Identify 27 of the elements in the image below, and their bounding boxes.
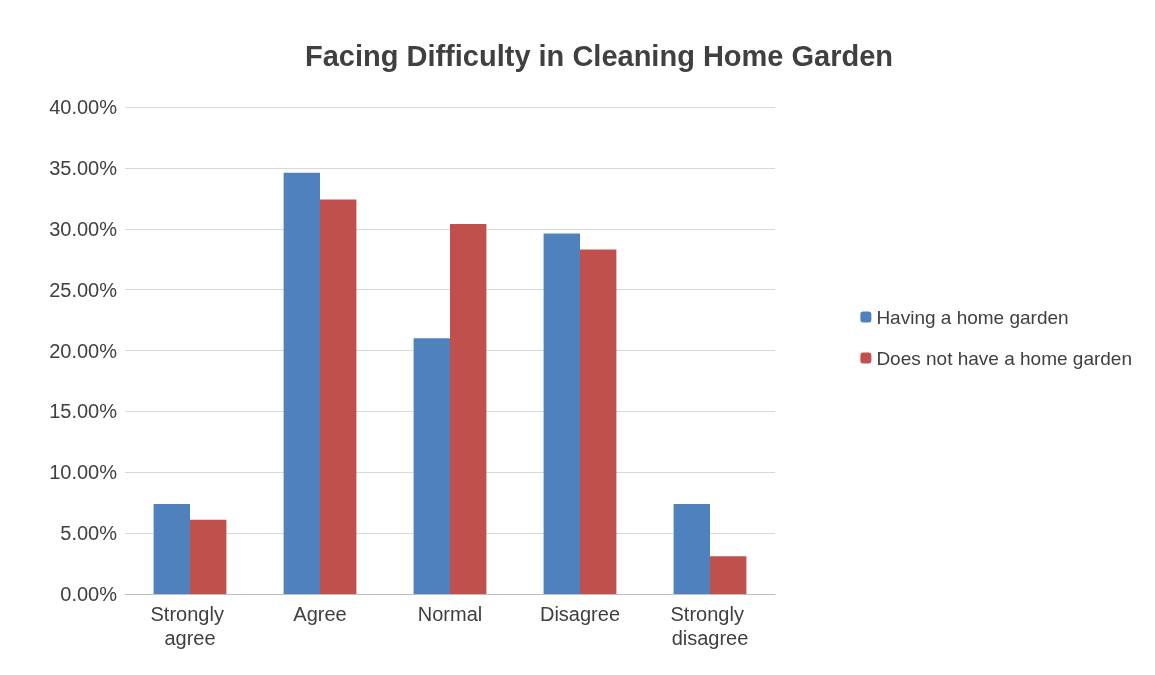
legend-label: Having a home garden (876, 306, 1069, 328)
x-tick-label: Strongly disagree (670, 603, 750, 649)
y-tick-label: 5.00% (60, 522, 118, 545)
bar (543, 233, 580, 594)
y-tick-label: 10.00% (49, 461, 118, 484)
bar (320, 199, 357, 594)
bar (190, 519, 227, 594)
bar (153, 503, 190, 594)
y-tick-label: 15.00% (49, 400, 118, 423)
bar (413, 338, 450, 594)
x-tick-label: Disagree (539, 603, 621, 625)
bar (580, 249, 617, 594)
x-tick-label: Normal (417, 603, 483, 625)
chart-title: Facing Difficulty in Cleaning Home Garden (304, 39, 894, 72)
y-tick-label: 0.00% (60, 583, 118, 605)
bar (710, 556, 747, 594)
bar (673, 503, 710, 594)
y-tick-label: 30.00% (49, 217, 118, 240)
legend-label: Does not have a home garden (876, 347, 1133, 369)
x-tick-label: Strongly agree (150, 603, 230, 649)
y-tick-label: 20.00% (49, 339, 118, 362)
bar (283, 172, 320, 594)
y-tick-label: 35.00% (49, 156, 118, 179)
bar (450, 223, 487, 594)
x-tick-label: Agree (293, 603, 347, 625)
y-tick-label: 25.00% (49, 278, 118, 301)
y-tick-label: 40.00% (49, 96, 118, 118)
